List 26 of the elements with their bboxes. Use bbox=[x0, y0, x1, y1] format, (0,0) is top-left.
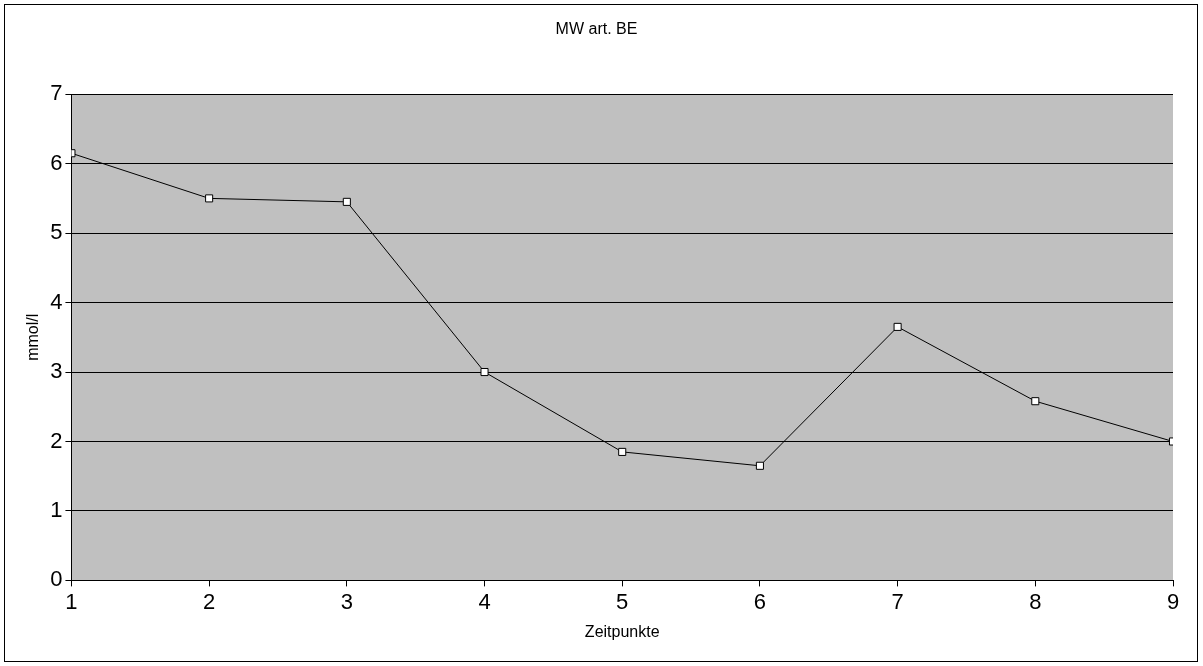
x-axis-title: Zeitpunkte bbox=[584, 622, 660, 640]
x-tick-label: 6 bbox=[753, 588, 767, 614]
x-tick-label: 8 bbox=[1029, 588, 1042, 614]
y-tick-label: 2 bbox=[50, 427, 63, 453]
y-tick-label: 3 bbox=[50, 358, 63, 384]
point bbox=[480, 367, 489, 377]
y-tick-label: 1 bbox=[50, 497, 63, 523]
x-tick-label: 3 bbox=[340, 588, 353, 614]
y-tick-label: 6 bbox=[50, 149, 63, 175]
x-tick-label: 4 bbox=[478, 588, 491, 614]
y-tick-label: 7 bbox=[50, 80, 63, 106]
point bbox=[893, 322, 902, 331]
point bbox=[342, 197, 351, 206]
chart-title: MW art. BE bbox=[555, 20, 638, 38]
y-tick-label: 5 bbox=[50, 219, 63, 245]
point bbox=[205, 194, 214, 203]
x-tick-label: 9 bbox=[1166, 588, 1180, 614]
y-tick-label: 0 bbox=[50, 566, 63, 592]
y-tick-label: 4 bbox=[50, 288, 63, 314]
x-tick-label: 2 bbox=[203, 588, 216, 614]
x-tick-label: 5 bbox=[616, 588, 629, 614]
x-tick-label: 7 bbox=[891, 588, 904, 614]
point bbox=[755, 461, 764, 470]
point bbox=[1031, 397, 1040, 406]
point bbox=[618, 447, 627, 456]
y-axis-title: mmol/l bbox=[24, 313, 42, 361]
